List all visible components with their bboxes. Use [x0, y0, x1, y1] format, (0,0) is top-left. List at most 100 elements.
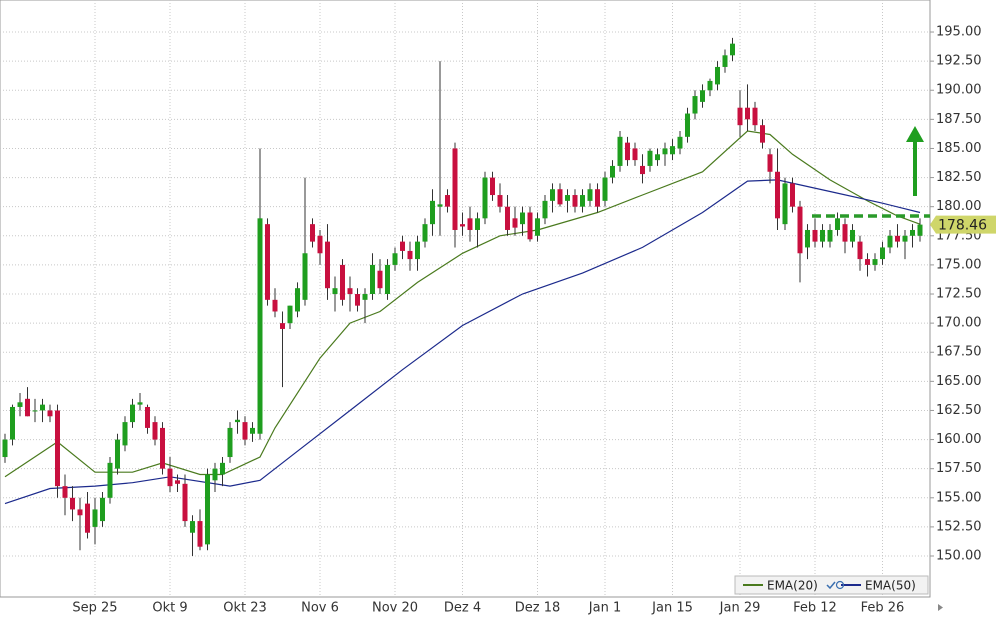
candle-body — [527, 212, 533, 240]
candle-body — [707, 80, 713, 91]
candle-body — [805, 229, 810, 248]
candle-body — [505, 206, 510, 230]
candle-body — [572, 195, 578, 207]
price-tag — [936, 215, 996, 234]
candle-body — [632, 148, 638, 161]
y-tick-label: 162.50 — [936, 403, 982, 418]
candle-body — [280, 323, 285, 329]
candle-body — [130, 404, 135, 423]
candle-body — [782, 183, 788, 225]
x-tick-label: Jan 29 — [719, 601, 761, 616]
y-tick-label: 185.00 — [936, 141, 982, 156]
candle-body — [212, 468, 218, 481]
candle-body — [565, 195, 570, 201]
candle-body — [272, 299, 278, 312]
candle-body — [745, 107, 750, 120]
y-tick-label: 187.50 — [936, 112, 982, 127]
x-tick-label: Jan 1 — [588, 601, 621, 616]
candle-body — [407, 250, 413, 260]
candle-body — [820, 229, 825, 242]
candle-body — [227, 427, 233, 458]
up-arrow — [906, 126, 924, 196]
candle-body — [137, 402, 143, 405]
candle-body — [167, 468, 173, 487]
x-tick-label: Okt 23 — [223, 601, 267, 616]
x-tick-label: Dez 4 — [444, 601, 481, 616]
candle-body — [377, 270, 383, 289]
candle-body — [677, 136, 683, 149]
y-tick-label: 160.00 — [936, 432, 982, 447]
candle-body — [310, 224, 315, 242]
candle-body — [497, 195, 503, 207]
candle-body — [452, 148, 458, 230]
candle-body — [152, 422, 158, 440]
candle-body — [317, 235, 323, 254]
candle-body — [512, 218, 518, 228]
ema-line — [4, 179, 921, 505]
candle-body — [302, 253, 308, 300]
candle-body — [775, 171, 780, 219]
candle-body — [692, 96, 698, 114]
legend-icon — [835, 580, 845, 590]
candle-body — [40, 404, 45, 411]
legend-label: EMA(20) — [767, 579, 818, 593]
candle-body — [557, 189, 563, 205]
candle-body — [55, 410, 60, 487]
candle-body — [197, 521, 203, 547]
candle-body — [332, 288, 338, 295]
x-tick-label: Okt 9 — [152, 601, 187, 616]
candle-body — [850, 229, 855, 242]
candle-body — [670, 146, 675, 155]
candle-body — [662, 148, 668, 155]
candle-body — [265, 224, 270, 300]
y-tick-label: 180.00 — [936, 199, 982, 214]
grid — [0, 0, 930, 597]
candle-body — [617, 136, 623, 166]
candle-body — [115, 439, 120, 469]
candle-body — [490, 177, 495, 196]
scroll-arrow — [938, 604, 943, 611]
candle-body — [467, 218, 473, 230]
candle-body — [347, 288, 353, 295]
legend-check — [826, 581, 836, 590]
candle-body — [77, 509, 83, 516]
candle-body — [610, 165, 615, 178]
candle-body — [160, 427, 165, 469]
candle-body — [542, 200, 548, 219]
candle-body — [685, 113, 690, 137]
candle-body — [32, 410, 38, 412]
candle-body — [760, 125, 765, 143]
candle-body — [400, 241, 405, 251]
candle-body — [415, 241, 420, 260]
price-tag-label: 178.46 — [938, 218, 987, 234]
candle-body — [887, 235, 893, 248]
x-tick-label: Sep 25 — [72, 601, 117, 616]
candle-body — [422, 224, 428, 242]
candle-body — [145, 406, 150, 428]
price-tag-pointer — [930, 215, 936, 234]
candle-body — [437, 204, 443, 207]
candle-body — [70, 497, 75, 510]
candle-body — [325, 241, 330, 289]
arrow-head — [906, 126, 924, 142]
legend-label: EMA(50) — [865, 579, 916, 593]
y-tick-label: 190.00 — [936, 83, 982, 98]
candle-body — [580, 195, 585, 207]
candle-body — [235, 419, 240, 423]
candle-body — [287, 305, 293, 324]
candle-body — [107, 462, 113, 498]
candle-body — [482, 177, 488, 219]
candle-body — [595, 189, 600, 207]
candle-body — [872, 259, 878, 265]
candle-body — [355, 294, 360, 306]
candle-body — [295, 288, 300, 312]
candle-body — [100, 497, 105, 522]
legend-box — [734, 575, 929, 595]
candle-body — [790, 183, 795, 207]
x-tick-label: Nov 6 — [301, 601, 339, 616]
candle-body — [752, 107, 758, 126]
candle-body — [647, 150, 653, 166]
x-tick-label: Feb 26 — [861, 601, 905, 616]
